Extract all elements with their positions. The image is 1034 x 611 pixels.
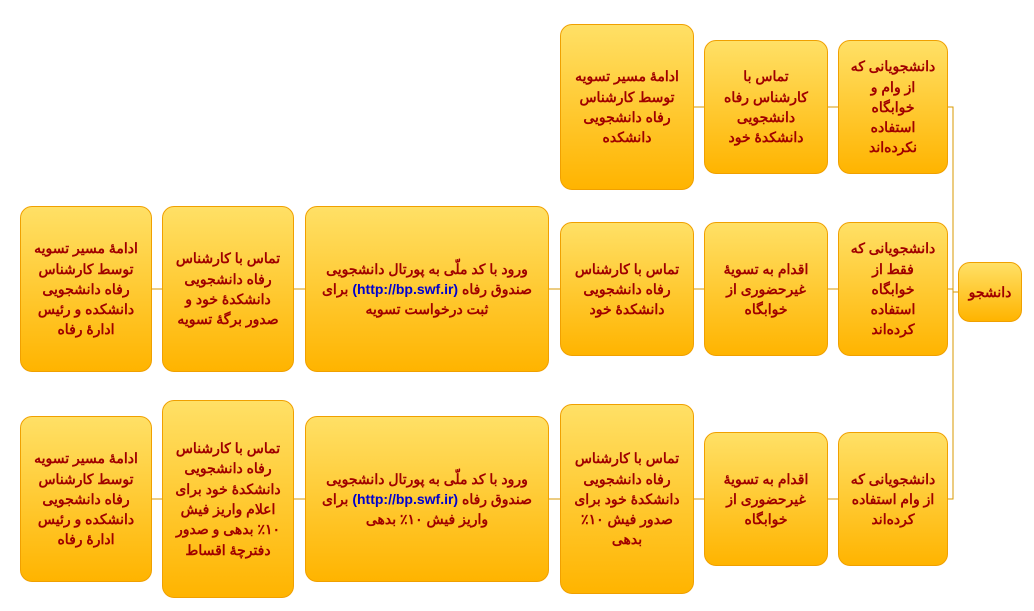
flow-node-label: تماس با کارشناس رفاه دانشجویی دانشکدهٔ خ… [571, 448, 683, 549]
flow-node-label: دانشجویانی که از وام و خوابگاه استفاده ن… [849, 56, 937, 157]
flow-node-label: تماس با کارشناس رفاه دانشجویی دانشکدهٔ خ… [571, 259, 683, 320]
flow-node-label: تماس با کارشناس رفاه دانشجویی دانشکدهٔ خ… [173, 438, 283, 560]
edge-root-b3_1 [948, 292, 958, 499]
flow-node-label: ورود با کد ملّی به پورتال دانشجویی صندوق… [316, 259, 538, 320]
flow-node-b3_3: تماس با کارشناس رفاه دانشجویی دانشکدهٔ خ… [560, 404, 694, 594]
flow-node-label: تماس با کارشناس رفاه دانشجویی دانشکدهٔ خ… [173, 248, 283, 329]
flow-node-label: دانشجویانی که از وام استفاده کرده‌اند [849, 469, 937, 530]
flow-node-b3_1: دانشجویانی که از وام استفاده کرده‌اند [838, 432, 948, 566]
flow-node-link[interactable]: (http://bp.swf.ir) [352, 281, 458, 297]
edge-root-b1_1 [948, 107, 958, 292]
flow-node-label: دانشجویانی که فقط از خوابگاه استفاده کرد… [849, 238, 937, 339]
flow-node-b2_4: ورود با کد ملّی به پورتال دانشجویی صندوق… [305, 206, 549, 372]
flow-node-b1_2: تماس با کارشناس رفاه دانشجویی دانشکدهٔ خ… [704, 40, 828, 174]
flow-node-b2_6: ادامهٔ مسیر تسویه توسط کارشناس رفاه دانش… [20, 206, 152, 372]
flow-node-label: تماس با کارشناس رفاه دانشجویی دانشکدهٔ خ… [715, 66, 817, 147]
flow-node-b2_1: دانشجویانی که فقط از خوابگاه استفاده کرد… [838, 222, 948, 356]
flow-node-b2_3: تماس با کارشناس رفاه دانشجویی دانشکدهٔ خ… [560, 222, 694, 356]
flow-node-b3_4: ورود با کد ملّی به پورتال دانشجویی صندوق… [305, 416, 549, 582]
flow-node-label: اقدام به تسویهٔ غیرحضوری از خوابگاه [715, 469, 817, 530]
flow-node-label: دانشجو [969, 282, 1012, 302]
flow-node-label: ادامهٔ مسیر تسویه توسط کارشناس رفاه دانش… [571, 66, 683, 147]
flow-node-label: ورود با کد ملّی به پورتال دانشجویی صندوق… [316, 469, 538, 530]
flow-node-b3_2: اقدام به تسویهٔ غیرحضوری از خوابگاه [704, 432, 828, 566]
flow-node-b1_3: ادامهٔ مسیر تسویه توسط کارشناس رفاه دانش… [560, 24, 694, 190]
flow-node-label: ادامهٔ مسیر تسویه توسط کارشناس رفاه دانش… [31, 448, 141, 549]
flow-node-label: ادامهٔ مسیر تسویه توسط کارشناس رفاه دانش… [31, 238, 141, 339]
flow-node-b2_2: اقدام به تسویهٔ غیرحضوری از خوابگاه [704, 222, 828, 356]
flow-node-b3_5: تماس با کارشناس رفاه دانشجویی دانشکدهٔ خ… [162, 400, 294, 598]
flow-node-root: دانشجو [958, 262, 1022, 322]
flow-node-b2_5: تماس با کارشناس رفاه دانشجویی دانشکدهٔ خ… [162, 206, 294, 372]
flow-node-label: اقدام به تسویهٔ غیرحضوری از خوابگاه [715, 259, 817, 320]
flow-node-b1_1: دانشجویانی که از وام و خوابگاه استفاده ن… [838, 40, 948, 174]
flow-node-b3_6: ادامهٔ مسیر تسویه توسط کارشناس رفاه دانش… [20, 416, 152, 582]
flow-node-link[interactable]: (http://bp.swf.ir) [352, 491, 458, 507]
flowchart-stage: دانشجو دانشجویانی که از وام و خوابگاه است… [0, 0, 1034, 611]
edge-root-b2_1 [948, 289, 958, 292]
